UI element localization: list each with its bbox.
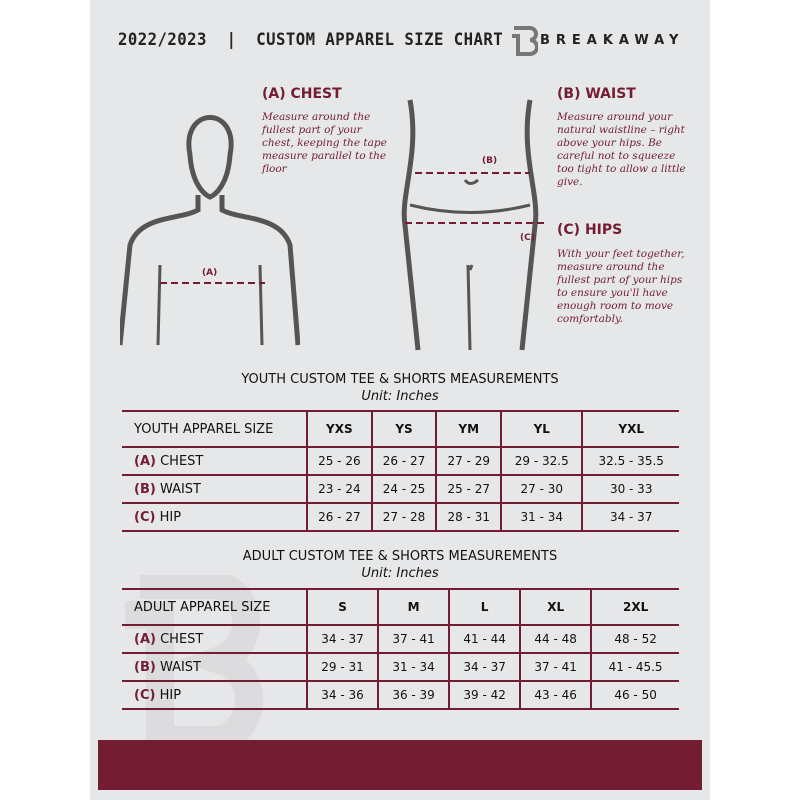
measurement-name: WAIST <box>159 481 202 497</box>
header-cell: S <box>305 588 379 626</box>
value-cell: 34 - 37 <box>305 624 379 654</box>
value-cell: 32.5 - 35.5 <box>581 446 679 476</box>
table-row: (B) WAIST 23 - 24 24 - 25 25 - 27 27 - 30 30 … <box>122 474 679 504</box>
header-cell: M <box>377 588 450 626</box>
header-cell: ADULT APPAREL SIZE <box>122 588 307 626</box>
table-row: (A) CHEST 34 - 37 37 - 41 41 - 44 44 - 48 48 … <box>122 624 679 654</box>
value-cell: 25 - 27 <box>435 474 502 504</box>
value-cell: 39 - 42 <box>448 680 521 710</box>
page-title: 2022/2023 | CUSTOM APPAREL SIZE CHART <box>118 30 504 50</box>
hips-heading: (C) HIPS <box>557 222 623 238</box>
measurement-label: (B) WAIST <box>122 474 307 504</box>
hips-marker: (C) <box>520 233 535 243</box>
value-cell: 34 - 37 <box>448 652 521 682</box>
measurement-name: HIP <box>159 509 182 525</box>
value-cell: 34 - 37 <box>581 502 679 532</box>
value-cell: 28 - 31 <box>435 502 502 532</box>
value-cell: 41 - 44 <box>448 624 521 654</box>
adult-section-title: ADULT CUSTOM TEE & SHORTS MEASUREMENTS <box>242 549 558 564</box>
value-cell: 26 - 27 <box>306 502 372 532</box>
measurement-label: (C) HIP <box>122 680 307 710</box>
measurement-letter: (C) <box>134 509 156 525</box>
value-cell: 48 - 52 <box>590 624 679 654</box>
value-cell: 37 - 41 <box>519 652 592 682</box>
value-cell: 27 - 28 <box>370 502 437 532</box>
waist-heading: (B) WAIST <box>557 86 636 102</box>
header-cell: YOUTH APPAREL SIZE <box>122 410 307 448</box>
measurement-letter: (A) <box>134 631 156 647</box>
measurement-letter: (B) <box>134 659 156 675</box>
chest-heading: (A) CHEST <box>262 86 342 102</box>
chest-description: Measure around the fullest part of your … <box>262 111 387 175</box>
upper-body-illustration: (A) <box>120 115 300 346</box>
size-chart-page: 2022/2023 | CUSTOM APPAREL SIZE CHART BR… <box>90 0 710 800</box>
header-cell: L <box>448 588 521 626</box>
chest-marker: (A) <box>202 268 217 278</box>
header-cell: YXL <box>581 410 679 448</box>
value-cell: 25 - 26 <box>306 446 372 476</box>
value-cell: 27 - 30 <box>500 474 583 504</box>
hips-description: With your feet together, measure around … <box>557 248 685 325</box>
waist-marker: (B) <box>482 156 497 166</box>
measurement-label: (A) CHEST <box>122 446 307 476</box>
value-cell: 27 - 29 <box>435 446 502 476</box>
header-cell: YXS <box>306 410 372 448</box>
breakaway-logo-icon <box>512 26 538 56</box>
value-cell: 36 - 39 <box>377 680 450 710</box>
value-cell: 24 - 25 <box>370 474 437 504</box>
value-cell: 30 - 33 <box>581 474 679 504</box>
header-cell: YM <box>435 410 502 448</box>
value-cell: 34 - 36 <box>305 680 379 710</box>
value-cell: 26 - 27 <box>370 446 437 476</box>
table-row: (C) HIP 34 - 36 36 - 39 39 - 42 43 - 46 46 - … <box>122 680 679 710</box>
footer-bar <box>98 740 702 790</box>
header-cell: YS <box>370 410 437 448</box>
value-cell: 23 - 24 <box>306 474 372 504</box>
waist-description: Measure around your natural waistline – … <box>557 111 686 188</box>
table-row: (C) HIP 26 - 27 27 - 28 28 - 31 31 - 34 34 - … <box>122 502 679 532</box>
adult-unit: Unit: Inches <box>361 566 439 581</box>
header-cell: XL <box>519 588 592 626</box>
header-cell: 2XL <box>590 588 679 626</box>
measurement-letter: (B) <box>134 481 156 497</box>
lower-body-illustration: (B) (C) <box>401 99 545 351</box>
measurement-letter: (C) <box>134 687 156 703</box>
value-cell: 31 - 34 <box>377 652 450 682</box>
measurement-name: CHEST <box>160 453 204 469</box>
measurement-name: HIP <box>159 687 182 703</box>
youth-size-table: YOUTH APPAREL SIZE YXS YS YM YL YXL (A) CHEST 2… <box>122 410 679 532</box>
measurement-label: (C) HIP <box>122 502 307 532</box>
brand-name: BREAKAWAY <box>540 33 685 48</box>
table-row: (B) WAIST 29 - 31 31 - 34 34 - 37 37 - 41 41 … <box>122 652 679 682</box>
value-cell: 31 - 34 <box>500 502 583 532</box>
value-cell: 46 - 50 <box>590 680 679 710</box>
adult-size-table: ADULT APPAREL SIZE S M L XL 2XL (A) CHEST 34 - … <box>122 588 679 710</box>
measurement-letter: (A) <box>134 453 156 469</box>
youth-section-title: YOUTH CUSTOM TEE & SHORTS MEASUREMENTS <box>241 372 559 387</box>
measurement-name: CHEST <box>160 631 204 647</box>
measurement-label: (B) WAIST <box>122 652 307 682</box>
table-header-row: ADULT APPAREL SIZE S M L XL 2XL <box>122 588 679 626</box>
value-cell: 44 - 48 <box>519 624 592 654</box>
measurement-name: WAIST <box>159 659 202 675</box>
value-cell: 29 - 32.5 <box>500 446 583 476</box>
table-row: (A) CHEST 25 - 26 26 - 27 27 - 29 29 - 32.5 3… <box>122 446 679 476</box>
youth-unit: Unit: Inches <box>361 389 439 404</box>
measurement-label: (A) CHEST <box>122 624 307 654</box>
value-cell: 37 - 41 <box>377 624 450 654</box>
value-cell: 43 - 46 <box>519 680 592 710</box>
header-cell: YL <box>500 410 583 448</box>
table-header-row: YOUTH APPAREL SIZE YXS YS YM YL YXL <box>122 410 679 448</box>
value-cell: 29 - 31 <box>305 652 379 682</box>
value-cell: 41 - 45.5 <box>590 652 679 682</box>
